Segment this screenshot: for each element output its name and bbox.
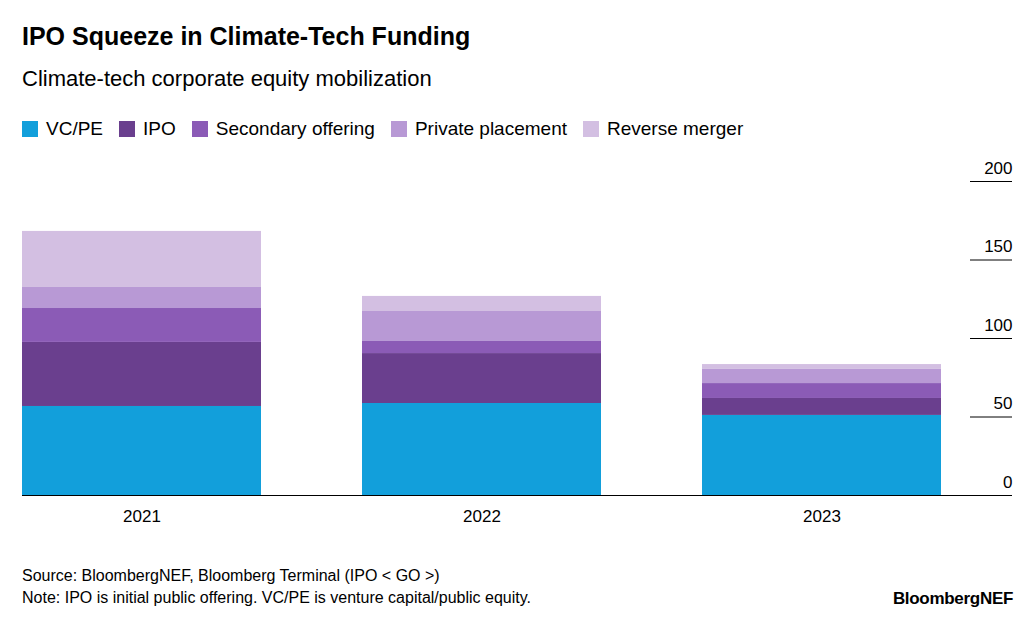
svg-text:100: 100 — [984, 316, 1012, 335]
html-text:IPO: IPO — [143, 118, 176, 139]
html-text:Secondary offering: Secondary offering — [215, 118, 375, 139]
svg-text:50: 50 — [994, 394, 1013, 413]
html-text:Source: BloombergNEF, Bloomber: Source: BloombergNEF, Bloomberg Terminal… — [22, 567, 440, 584]
html-text:Note: IPO is initial public of: Note: IPO is initial public offering. VC… — [22, 589, 531, 606]
svg-text:2022: 2022 — [463, 507, 501, 526]
html-text:Private placement: Private placement — [414, 118, 567, 139]
html-text:BloombergNEF: BloombergNEF — [892, 589, 1013, 608]
html-text:Climate-tech corporate equity: Climate-tech corporate equity mobilizati… — [22, 66, 432, 91]
svg-text:2021: 2021 — [123, 507, 161, 526]
svg-text:0: 0 — [1003, 473, 1012, 492]
html-text:IPO Squeeze in Climate-Tech Fu: IPO Squeeze in Climate-Tech Funding — [22, 22, 471, 50]
svg-text:200: 200 — [984, 159, 1012, 178]
svg-text:150: 150 — [984, 237, 1012, 256]
html-text:Reverse merger: Reverse merger — [607, 118, 744, 139]
html-text:VC/PE: VC/PE — [46, 118, 103, 139]
svg-text:2023: 2023 — [803, 507, 841, 526]
